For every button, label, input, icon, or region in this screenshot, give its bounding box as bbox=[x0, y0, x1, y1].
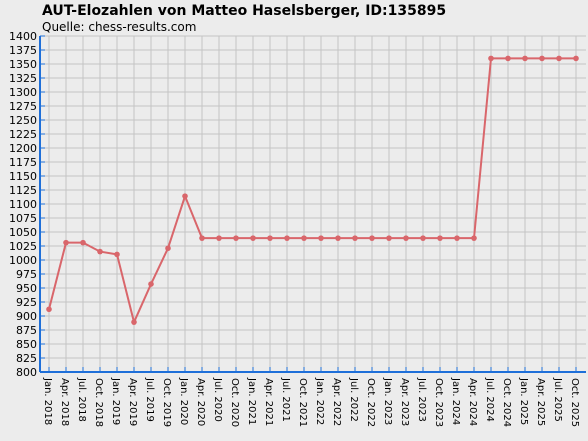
data-point bbox=[488, 55, 494, 62]
data-point bbox=[182, 193, 188, 199]
x-tick-label: Oct. 2022 bbox=[365, 378, 376, 427]
x-tick-label: Apr. 2022 bbox=[331, 378, 342, 426]
x-tick-label: Apr. 2023 bbox=[399, 378, 410, 426]
data-point bbox=[505, 55, 511, 62]
data-point bbox=[420, 235, 426, 241]
x-tick-label: Apr. 2020 bbox=[195, 378, 206, 426]
y-tick-label: 800 bbox=[16, 366, 37, 379]
data-point bbox=[267, 235, 273, 241]
data-point bbox=[573, 55, 579, 62]
y-tick-label: 1400 bbox=[9, 30, 37, 43]
x-tick-label: Oct. 2021 bbox=[297, 378, 308, 427]
data-point bbox=[386, 235, 392, 241]
y-tick-label: 1175 bbox=[9, 156, 37, 169]
x-tick-label: Jul. 2021 bbox=[280, 377, 291, 422]
x-tick-label: Oct. 2025 bbox=[569, 378, 580, 427]
data-point bbox=[301, 235, 307, 241]
x-tick-label: Jul. 2025 bbox=[552, 377, 563, 422]
y-tick-label: 850 bbox=[16, 338, 37, 351]
data-point bbox=[437, 235, 443, 241]
y-tick-label: 1300 bbox=[9, 86, 37, 99]
y-tick-label: 1025 bbox=[9, 240, 37, 253]
x-tick-label: Jul. 2023 bbox=[416, 377, 427, 422]
x-tick-label: Apr. 2024 bbox=[467, 378, 478, 426]
x-tick-label: Jul. 2019 bbox=[144, 377, 155, 422]
x-tick-label: Jan. 2022 bbox=[314, 377, 325, 425]
y-tick-label: 1200 bbox=[9, 142, 37, 155]
y-tick-label: 950 bbox=[16, 282, 37, 295]
line-series bbox=[48, 57, 576, 326]
data-point bbox=[284, 235, 290, 241]
chart-subtitle: Quelle: chess-results.com bbox=[42, 20, 196, 34]
data-point bbox=[148, 281, 154, 287]
x-tick-label: Jul. 2020 bbox=[212, 377, 223, 422]
x-tick-label: Apr. 2025 bbox=[535, 378, 546, 426]
data-point bbox=[335, 235, 341, 241]
x-tick-label: Oct. 2018 bbox=[93, 378, 104, 427]
data-point bbox=[250, 235, 256, 241]
data-point bbox=[369, 235, 375, 241]
y-tick-label: 925 bbox=[16, 296, 37, 309]
data-point bbox=[556, 55, 562, 62]
x-tick-label: Oct. 2024 bbox=[501, 378, 512, 427]
y-tick-label: 1075 bbox=[9, 212, 37, 225]
data-point bbox=[522, 55, 528, 62]
x-tick-label: Jan. 2018 bbox=[42, 377, 53, 425]
y-tick-label: 900 bbox=[16, 310, 37, 323]
x-tick-label: Apr. 2021 bbox=[263, 378, 274, 426]
data-point bbox=[131, 319, 137, 325]
data-point bbox=[233, 235, 239, 241]
data-point bbox=[63, 239, 69, 246]
y-tick-label: 1050 bbox=[9, 226, 37, 239]
y-tick-label: 1000 bbox=[9, 254, 37, 267]
y-tick-label: 1150 bbox=[9, 170, 37, 183]
x-tick-label: Oct. 2020 bbox=[229, 378, 240, 427]
x-tick-label: Jan. 2025 bbox=[518, 377, 529, 425]
x-tick-label: Oct. 2019 bbox=[161, 378, 172, 427]
data-point bbox=[97, 248, 103, 255]
x-tick-label: Jan. 2023 bbox=[382, 377, 393, 425]
y-tick-label: 1100 bbox=[9, 198, 37, 211]
data-point bbox=[403, 235, 409, 241]
x-tick-label: Apr. 2019 bbox=[127, 378, 138, 426]
x-tick-label: Jan. 2020 bbox=[178, 377, 189, 425]
chart-title: AUT-Elozahlen von Matteo Haselsberger, I… bbox=[42, 3, 446, 19]
y-tick-label: 1225 bbox=[9, 128, 37, 141]
x-tick-label: Jul. 2024 bbox=[484, 377, 495, 422]
y-tick-label: 1125 bbox=[9, 184, 37, 197]
y-tick-label: 1325 bbox=[9, 72, 37, 85]
y-tick-label: 1275 bbox=[9, 100, 37, 113]
data-point bbox=[199, 235, 205, 241]
data-point bbox=[80, 239, 86, 246]
data-point bbox=[46, 306, 52, 313]
data-point bbox=[352, 235, 358, 241]
data-point bbox=[216, 235, 222, 241]
x-tick-label: Oct. 2023 bbox=[433, 378, 444, 427]
x-tick-label: Jan. 2021 bbox=[246, 377, 257, 425]
x-tick-label: Jan. 2019 bbox=[110, 377, 121, 425]
x-tick-label: Jul. 2018 bbox=[76, 377, 87, 422]
y-tick-label: 1250 bbox=[9, 114, 37, 127]
data-point bbox=[165, 245, 171, 252]
y-tick-label: 1375 bbox=[9, 44, 37, 57]
x-tick-label: Jan. 2024 bbox=[450, 377, 461, 425]
y-tick-label: 825 bbox=[16, 352, 37, 365]
data-point bbox=[114, 251, 120, 258]
x-tick-label: Apr. 2018 bbox=[59, 378, 70, 426]
data-point bbox=[318, 235, 324, 241]
y-tick-label: 975 bbox=[16, 268, 37, 281]
y-tick-label: 875 bbox=[16, 324, 37, 337]
y-tick-label: 1350 bbox=[9, 58, 37, 71]
data-point bbox=[539, 55, 545, 62]
data-point bbox=[471, 235, 477, 241]
x-tick-label: Jul. 2022 bbox=[348, 377, 359, 422]
data-point bbox=[454, 235, 460, 241]
